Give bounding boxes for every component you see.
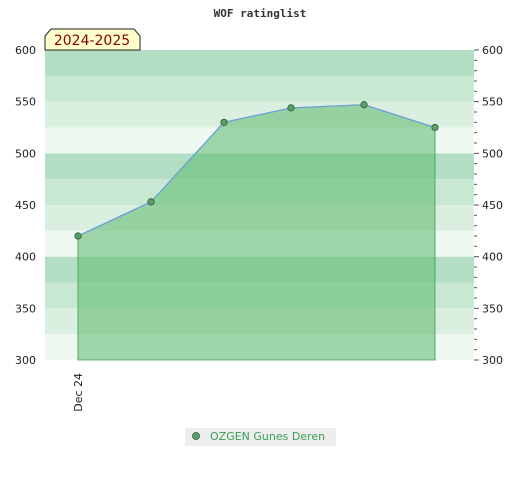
y-tick-label-left: 600 bbox=[15, 44, 36, 57]
y-tick-label-left: 550 bbox=[15, 96, 36, 109]
area-layer bbox=[74, 101, 439, 361]
y-tick-label-right: 350 bbox=[482, 302, 503, 315]
legend-background bbox=[185, 428, 336, 446]
season-label-text: 2024-2025 bbox=[54, 33, 130, 49]
data-point bbox=[287, 104, 295, 112]
season-label-box bbox=[44, 28, 141, 51]
y-tick-label-right: 400 bbox=[482, 251, 503, 264]
y-tick-label-left: 450 bbox=[15, 199, 36, 212]
background-band bbox=[45, 75, 474, 102]
data-point bbox=[431, 123, 439, 132]
y-tick-label-left: 300 bbox=[15, 354, 36, 367]
background-band bbox=[45, 50, 474, 76]
axes: 300 300 350 350 400 400 450 450 500 500 550 550 600 6… bbox=[15, 44, 503, 412]
legend-marker bbox=[192, 432, 200, 440]
y-tick-label-right: 500 bbox=[482, 147, 503, 160]
y-tick-label-right: 600 bbox=[482, 44, 503, 57]
y-tick-label-right: 550 bbox=[482, 96, 503, 109]
series-line bbox=[77, 104, 436, 237]
season-label: 2024-2025 bbox=[44, 28, 141, 51]
y-tick-label-right: 300 bbox=[482, 354, 503, 367]
data-point bbox=[147, 198, 155, 206]
y-tick-label-left: 500 bbox=[15, 147, 36, 160]
data-point bbox=[360, 101, 368, 109]
y-tick-label-left: 350 bbox=[15, 302, 36, 315]
y-tick-label-left: 400 bbox=[15, 251, 36, 264]
y-tick-label-right: 450 bbox=[482, 199, 503, 212]
data-point bbox=[74, 232, 82, 240]
chart-title: WOF ratinglist bbox=[214, 7, 307, 20]
x-tick-label: Dec 24 bbox=[72, 373, 85, 412]
legend[interactable]: OZGEN Gunes Deren bbox=[185, 428, 336, 446]
legend-label: OZGEN Gunes Deren bbox=[210, 430, 325, 443]
data-point bbox=[220, 118, 228, 126]
